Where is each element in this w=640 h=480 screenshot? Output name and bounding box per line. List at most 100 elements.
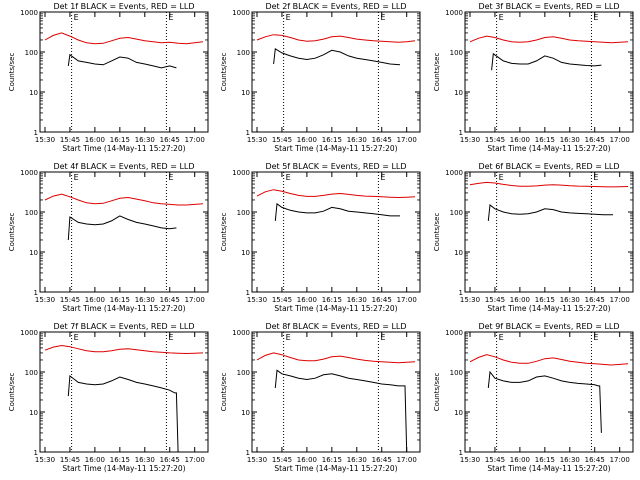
panel-title: Det 7f BLACK = Events, RED = LLD — [53, 322, 194, 331]
event-marker-label: E — [74, 333, 79, 342]
plot-frame — [464, 11, 634, 133]
event-marker-label: E — [593, 333, 598, 342]
x-tick-label: 17:00 — [610, 136, 630, 144]
x-tick-label: 16:00 — [297, 456, 317, 464]
lld-series-line — [469, 354, 629, 366]
y-tick-label: 100 — [25, 209, 38, 217]
detector-panel: Det 1f BLACK = Events, RED = LLD 1 10 100 10… — [8, 2, 209, 153]
event-marker-label: E — [499, 173, 504, 182]
x-tick-label: 16:00 — [85, 296, 105, 304]
x-tick-label: 16:15 — [110, 136, 130, 144]
x-axis-label: Start Time (14-May-11 15:27:20) — [487, 144, 610, 153]
x-tick-label: 16:30 — [135, 456, 155, 464]
x-tick-label: 15:30 — [35, 296, 55, 304]
y-axis-label: Counts/sec — [220, 53, 228, 92]
x-tick-label: 16:15 — [535, 136, 555, 144]
x-tick-label: 16:45 — [585, 136, 605, 144]
lld-series-line — [44, 32, 204, 45]
x-tick-label: 16:00 — [297, 296, 317, 304]
x-tick-label: 15:30 — [460, 456, 480, 464]
detector-panel: Det 7f BLACK = Events, RED = LLD 1 10 100 10… — [8, 322, 209, 473]
panel-title: Det 6f BLACK = Events, RED = LLD — [478, 162, 619, 171]
y-tick-label: 100 — [25, 49, 38, 57]
x-tick-label: 15:45 — [272, 136, 292, 144]
y-tick-label: 1000 — [445, 329, 463, 337]
y-tick-label: 1 — [34, 449, 38, 457]
lld-series-line — [256, 189, 416, 199]
y-tick-label: 100 — [450, 49, 463, 57]
y-tick-label: 1000 — [232, 329, 250, 337]
x-tick-label: 16:00 — [510, 136, 530, 144]
y-axis-label: Counts/sec — [220, 213, 228, 252]
y-tick-label: 1000 — [232, 9, 250, 17]
x-tick-label: 15:30 — [460, 296, 480, 304]
event-marker-label: E — [499, 333, 504, 342]
x-tick-label: 15:30 — [35, 136, 55, 144]
detector-panel: Det 6f BLACK = Events, RED = LLD 1 10 100 10… — [433, 162, 634, 313]
y-tick-label: 10 — [241, 409, 250, 417]
plot-frame — [39, 11, 209, 133]
y-axis-label: Counts/sec — [433, 53, 441, 92]
x-tick-label: 15:45 — [60, 136, 80, 144]
panel-title: Det 1f BLACK = Events, RED = LLD — [53, 2, 194, 11]
x-axis-label: Start Time (14-May-11 15:27:20) — [487, 464, 610, 473]
x-tick-label: 16:15 — [322, 456, 342, 464]
events-series-line — [67, 215, 177, 241]
panel-title: Det 9f BLACK = Events, RED = LLD — [478, 322, 619, 331]
event-marker-label: E — [380, 13, 385, 22]
x-tick-label: 17:00 — [397, 296, 417, 304]
lld-series-line — [469, 181, 629, 188]
y-tick-label: 1 — [459, 129, 463, 137]
y-tick-label: 1 — [246, 449, 250, 457]
x-tick-label: 15:45 — [485, 136, 505, 144]
event-marker-label: E — [168, 333, 173, 342]
events-series-line — [491, 52, 602, 71]
event-marker-label: E — [286, 173, 291, 182]
y-tick-label: 1000 — [20, 169, 38, 177]
event-marker-label: E — [168, 13, 173, 22]
events-series-line — [67, 374, 179, 453]
detector-panel: Det 8f BLACK = Events, RED = LLD 1 10 100 10… — [220, 322, 421, 473]
y-axis-label: Counts/sec — [433, 373, 441, 412]
plot-frame — [251, 171, 421, 293]
x-axis-label: Start Time (14-May-11 15:27:20) — [274, 144, 397, 153]
event-marker-label: E — [74, 173, 79, 182]
events-series-line — [487, 370, 602, 433]
x-tick-label: 16:30 — [135, 136, 155, 144]
detector-panel: Det 4f BLACK = Events, RED = LLD 1 10 100 10… — [8, 162, 209, 313]
x-tick-label: 17:00 — [610, 296, 630, 304]
event-marker-label: E — [499, 13, 504, 22]
x-tick-label: 17:00 — [610, 456, 630, 464]
x-tick-label: 16:45 — [585, 296, 605, 304]
event-marker-label: E — [380, 333, 385, 342]
y-tick-label: 10 — [454, 409, 463, 417]
plot-frame — [39, 331, 209, 453]
y-tick-label: 10 — [29, 89, 38, 97]
x-tick-label: 15:45 — [60, 456, 80, 464]
event-marker-label: E — [286, 333, 291, 342]
y-tick-label: 1 — [34, 129, 38, 137]
y-axis-label: Counts/sec — [433, 213, 441, 252]
x-tick-label: 15:45 — [60, 296, 80, 304]
x-tick-label: 15:30 — [247, 456, 267, 464]
x-tick-label: 15:45 — [485, 296, 505, 304]
y-tick-label: 1 — [34, 289, 38, 297]
panel-title: Det 8f BLACK = Events, RED = LLD — [265, 322, 406, 331]
x-tick-label: 15:30 — [460, 136, 480, 144]
y-tick-label: 10 — [241, 89, 250, 97]
detector-panel: Det 5f BLACK = Events, RED = LLD 1 10 100 10… — [220, 162, 421, 313]
x-tick-label: 15:30 — [35, 456, 55, 464]
x-tick-label: 17:00 — [185, 136, 205, 144]
x-tick-label: 16:00 — [85, 136, 105, 144]
x-axis-label: Start Time (14-May-11 15:27:20) — [487, 304, 610, 313]
y-tick-label: 100 — [237, 369, 250, 377]
y-tick-label: 100 — [450, 369, 463, 377]
detector-panel: Det 9f BLACK = Events, RED = LLD 1 10 100 10… — [433, 322, 634, 473]
x-tick-label: 16:45 — [585, 456, 605, 464]
x-tick-label: 16:00 — [510, 296, 530, 304]
y-tick-label: 10 — [241, 249, 250, 257]
x-axis-label: Start Time (14-May-11 15:27:20) — [274, 464, 397, 473]
x-tick-label: 16:15 — [535, 296, 555, 304]
y-tick-label: 1 — [246, 289, 250, 297]
y-tick-label: 10 — [29, 249, 38, 257]
